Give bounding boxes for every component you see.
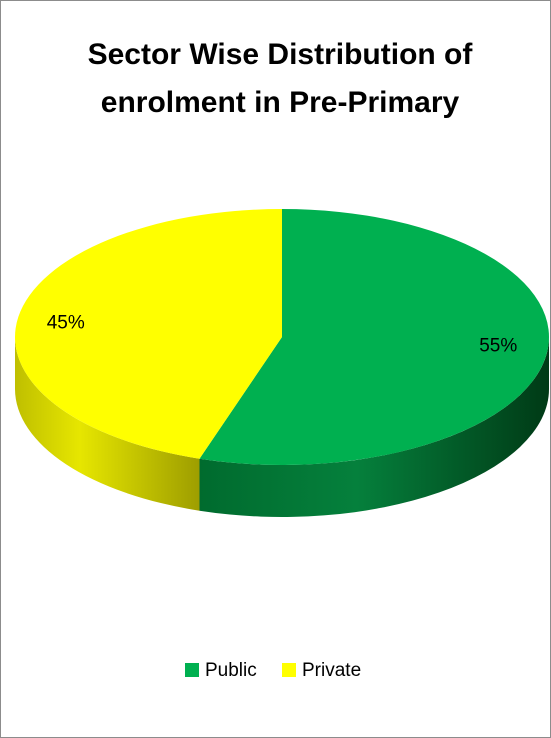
pie-side-public	[199, 337, 549, 517]
legend-label-private: Private	[302, 660, 361, 681]
pie-slice-public[interactable]	[199, 209, 550, 465]
chart-title-line-1: Sector Wise Distribution of	[88, 38, 474, 71]
data-label-public: 55%	[479, 336, 517, 357]
legend-swatch-public	[185, 663, 199, 677]
pie-slice-private[interactable]	[15, 209, 282, 459]
pie-group: 55% 45%	[15, 209, 550, 517]
chart-title-line-2: enrolment in Pre-Primary	[101, 86, 460, 119]
legend: Public Private	[185, 660, 361, 681]
legend-label-public: Public	[205, 660, 257, 681]
pie-side-private	[15, 337, 200, 511]
legend-swatch-private	[282, 663, 296, 677]
data-label-private: 45%	[47, 312, 85, 333]
